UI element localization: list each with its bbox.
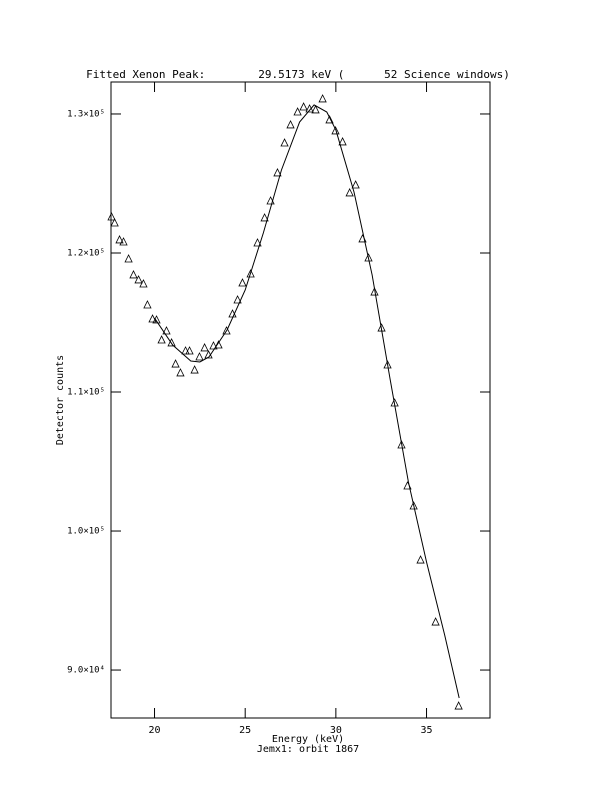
- data-point: [383, 360, 392, 369]
- data-point: [299, 102, 308, 111]
- data-point: [397, 440, 406, 449]
- data-point: [431, 617, 440, 626]
- data-point: [176, 368, 185, 377]
- data-point: [124, 254, 133, 263]
- data-point: [167, 338, 176, 347]
- fit-line: [154, 104, 460, 699]
- data-point: [253, 238, 262, 247]
- data-point: [181, 346, 190, 355]
- data-point: [338, 137, 347, 146]
- x-tick-label: 20: [148, 725, 160, 736]
- data-point: [195, 352, 204, 361]
- data-point: [200, 343, 209, 352]
- data-point: [134, 275, 143, 284]
- y-tick-label: 1.0×10⁵: [67, 527, 105, 537]
- data-point: [143, 300, 152, 309]
- data-point: [209, 341, 218, 350]
- chart-title: Fitted Xenon Peak: 29.5173 keV ( 52 Scie…: [86, 68, 510, 81]
- data-point: [311, 105, 320, 114]
- data-point: [260, 213, 269, 222]
- data-point: [238, 278, 247, 287]
- data-point: [416, 555, 425, 564]
- data-point: [293, 107, 302, 116]
- y-tick-label: 9.0×10⁴: [67, 666, 105, 676]
- data-point: [364, 253, 373, 262]
- data-point: [345, 188, 354, 197]
- data-point: [325, 115, 334, 124]
- plot-frame: [110, 81, 491, 719]
- x-tick-label: 30: [330, 725, 342, 736]
- data-point: [185, 346, 194, 355]
- data-point: [129, 270, 138, 279]
- data-point: [190, 365, 199, 374]
- data-point: [409, 501, 418, 510]
- data-point: [280, 138, 289, 147]
- data-point: [162, 326, 171, 335]
- x-tick-label: 35: [421, 725, 433, 736]
- y-tick-label: 1.3×10⁵: [67, 109, 105, 119]
- y-axis-label: Detector counts: [55, 355, 66, 445]
- data-point: [454, 701, 463, 710]
- data-point: [152, 315, 161, 324]
- data-point: [246, 269, 255, 278]
- data-point: [331, 126, 340, 135]
- data-point: [107, 212, 116, 221]
- data-point: [119, 237, 128, 246]
- data-point: [110, 218, 119, 227]
- data-point: [370, 287, 379, 296]
- data-point: [139, 279, 148, 288]
- data-point: [157, 335, 166, 344]
- data-point: [286, 120, 295, 129]
- data-point: [273, 168, 282, 177]
- data-point: [318, 94, 327, 103]
- y-tick-label: 1.2×10⁵: [67, 248, 105, 258]
- data-point: [351, 180, 360, 189]
- data-point: [233, 295, 242, 304]
- data-point: [115, 235, 124, 244]
- x-tick-label: 25: [239, 725, 251, 736]
- data-point: [171, 359, 180, 368]
- y-tick-label: 1.1×10⁵: [67, 388, 105, 398]
- subtitle: Jemx1: orbit 1867: [257, 744, 359, 755]
- x-axis-label: Energy (keV): [272, 734, 344, 745]
- data-point: [222, 326, 231, 335]
